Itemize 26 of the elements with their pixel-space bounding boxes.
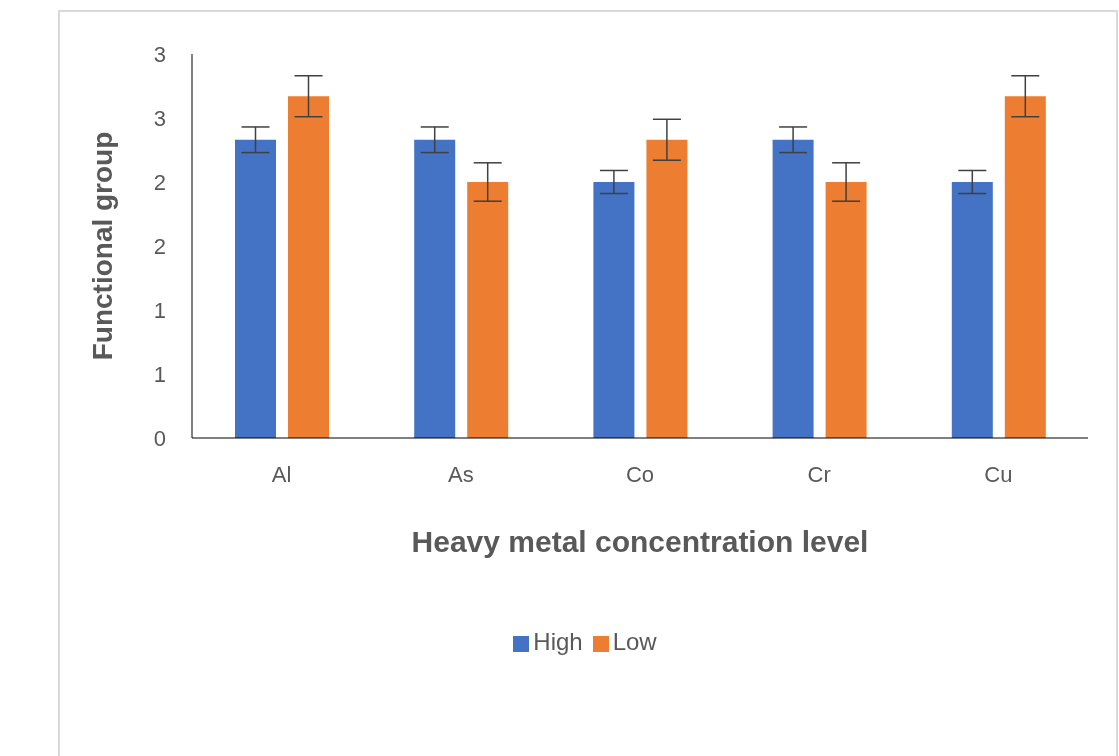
bar xyxy=(235,139,276,438)
x-tick-label: Cu xyxy=(984,461,1013,487)
legend-label: Low xyxy=(612,628,657,655)
bar xyxy=(646,139,688,438)
bar xyxy=(772,139,814,438)
y-tick-label: 1 xyxy=(153,361,166,387)
bar xyxy=(1004,96,1046,438)
bar xyxy=(951,182,993,438)
bar xyxy=(593,182,635,438)
y-tick-label: 0 xyxy=(153,425,166,451)
y-axis-title: Functional group xyxy=(86,131,118,361)
x-tick-label: As xyxy=(447,461,474,487)
y-tick-label: 1 xyxy=(153,297,166,323)
bar xyxy=(414,139,456,438)
y-tick-label: 2 xyxy=(153,233,166,259)
y-tick-label: 3 xyxy=(153,41,166,67)
y-tick-label: 3 xyxy=(153,105,166,131)
x-tick-label: Co xyxy=(625,461,655,487)
y-tick-label: 2 xyxy=(153,169,166,195)
x-axis-title: Heavy metal concentration level xyxy=(411,525,869,558)
bar xyxy=(467,182,509,438)
legend-label: High xyxy=(533,628,583,655)
x-tick-label: Cr xyxy=(807,461,831,487)
bar xyxy=(288,96,329,438)
bar xyxy=(825,182,867,438)
x-tick-label: Al xyxy=(271,461,292,487)
